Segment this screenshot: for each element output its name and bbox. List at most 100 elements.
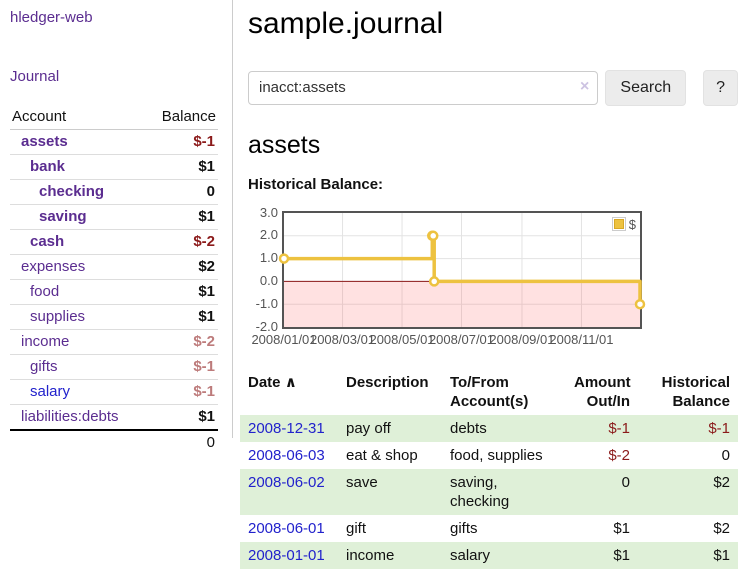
register-date-link[interactable]: 2008-12-31 — [248, 419, 325, 437]
accounts-body: assets $-1 bank $1 checking 0 saving $1 cash $-2 e… — [10, 129, 218, 431]
register-balance: 0 — [721, 446, 730, 464]
app-title-link[interactable]: hledger-web — [10, 9, 93, 26]
y-axis-tick-label: 2.0 — [259, 227, 278, 243]
sidebar-account-saving[interactable]: saving — [39, 208, 87, 225]
register-account-name: food, — [450, 446, 484, 464]
sort-ascending-icon: ∧ — [284, 373, 297, 391]
accounts-col-account: Account — [10, 105, 147, 130]
register-description: income — [346, 546, 395, 564]
register-account-name: supplies — [487, 446, 543, 464]
account-row: bank $1 — [10, 154, 218, 180]
sidebar-item-journal[interactable]: Journal — [10, 68, 60, 85]
account-row: supplies $1 — [10, 304, 218, 330]
register-row: 2008-12-31 pay off debts $-1 $-1 — [240, 414, 738, 442]
account-row: checking 0 — [10, 179, 218, 205]
negative-region — [284, 280, 640, 327]
account-row: salary $-1 — [10, 379, 218, 405]
register-amount: 0 — [621, 473, 630, 491]
sidebar-account-bank[interactable]: bank — [30, 158, 66, 175]
page-title: sample.journal — [248, 7, 444, 40]
col-header-tofrom: To/From Account(s) — [450, 373, 529, 410]
register-table: Date ∧ Description To/From Account(s) Am… — [240, 369, 738, 569]
sidebar-account-checking[interactable]: checking — [39, 183, 105, 200]
account-balance: $1 — [146, 204, 218, 230]
register-accounts: saving, checking — [442, 469, 566, 515]
account-row: expenses $2 — [10, 254, 218, 280]
register-header-row: Date ∧ Description To/From Account(s) Am… — [240, 369, 738, 415]
register-amount: $-1 — [608, 419, 630, 437]
main-content: sample.journal × Search ? assets Histori… — [233, 0, 742, 582]
chart-legend: $ — [609, 215, 638, 233]
data-point-marker — [278, 252, 290, 264]
account-row: food $1 — [10, 279, 218, 305]
legend-swatch-icon — [611, 217, 626, 231]
account-balance: $1 — [146, 279, 218, 305]
account-page-title: assets — [248, 130, 321, 159]
register-balance: $-1 — [708, 419, 730, 437]
register-date-link[interactable]: 2008-06-03 — [248, 446, 325, 464]
register-date-link[interactable]: 2008-06-01 — [248, 519, 325, 537]
col-header-date[interactable]: Date ∧ — [240, 369, 338, 415]
account-row: assets $-1 — [10, 129, 218, 155]
register-amount: $1 — [613, 546, 630, 564]
sidebar-account-supplies[interactable]: supplies — [30, 308, 86, 325]
account-row: income $-2 — [10, 329, 218, 355]
x-axis-tick-label: 2008/07/01 — [428, 331, 495, 347]
accounts-header-row: Account Balance — [10, 105, 218, 130]
register-accounts: food, supplies — [442, 442, 566, 469]
register-balance: $2 — [713, 473, 730, 491]
accounts-total-value: 0 — [146, 429, 218, 455]
search-button[interactable]: Search — [605, 69, 687, 106]
register-accounts: debts — [442, 415, 566, 442]
account-balance: $-1 — [146, 379, 218, 405]
account-balance: 0 — [146, 179, 218, 205]
register-description: gift — [346, 519, 367, 537]
col-header-balance: Historical Balance — [661, 373, 730, 410]
account-balance: $2 — [146, 254, 218, 280]
y-axis-tick-label: -1.0 — [255, 295, 278, 311]
data-point-marker — [427, 230, 439, 241]
register-date-link[interactable]: 2008-01-01 — [248, 546, 325, 564]
x-axis-tick-label: 2008/09/01 — [489, 331, 555, 347]
data-point-marker — [634, 298, 646, 309]
y-axis-tick-label: -2.0 — [255, 318, 278, 334]
x-axis-tick-label: 2008/01/01 — [251, 331, 317, 347]
register-accounts: gifts — [442, 515, 566, 542]
col-header-description: Description — [346, 373, 429, 391]
sidebar-account-assets[interactable]: assets — [21, 133, 68, 150]
register-balance: $1 — [713, 546, 730, 564]
register-account-name: gifts — [450, 519, 478, 537]
sidebar-account-food[interactable]: food — [30, 283, 60, 300]
sidebar-account-liabilities-debts[interactable]: liabilities:debts — [21, 408, 119, 425]
account-balance: $1 — [146, 154, 218, 180]
register-accounts: salary — [442, 542, 566, 569]
register-description: save — [346, 473, 378, 491]
chart-plot-area: $ — [278, 210, 646, 329]
accounts-col-balance: Balance — [146, 105, 218, 130]
register-body: 2008-12-31 pay off debts $-1 $-1 2008-06-03 ea… — [240, 414, 738, 569]
account-balance: $-1 — [146, 354, 218, 380]
register-amount: $1 — [613, 519, 630, 537]
register-account-name: saving, — [450, 473, 498, 491]
register-row: 2008-01-01 income salary $1 $1 — [240, 541, 738, 569]
register-date-link[interactable]: 2008-06-02 — [248, 473, 325, 491]
sidebar-account-expenses[interactable]: expenses — [21, 258, 86, 275]
account-row: liabilities:debts $1 — [10, 404, 218, 431]
register-description: eat & shop — [346, 446, 418, 464]
clear-search-icon[interactable]: × — [580, 77, 590, 95]
x-axis-tick-label: 2008/05/01 — [369, 331, 435, 347]
sidebar-account-salary[interactable]: salary — [30, 383, 71, 400]
historical-balance-chart: $ 3.0 2.0 1.0 0.0 -1.0 -2.0 2008/01/01 2008/03/… — [248, 203, 648, 349]
search-input[interactable] — [248, 70, 599, 105]
register-description: pay off — [346, 419, 391, 437]
sidebar-account-gifts[interactable]: gifts — [30, 358, 58, 375]
sidebar-account-income[interactable]: income — [21, 333, 70, 350]
y-axis-tick-label: 1.0 — [259, 250, 278, 266]
register-row: 2008-06-02 save saving, checking 0 $2 — [240, 468, 738, 515]
sidebar-account-cash[interactable]: cash — [30, 233, 65, 250]
register-account-name: debts — [450, 419, 487, 437]
help-button[interactable]: ? — [703, 69, 738, 106]
register-account-name: checking — [450, 492, 510, 510]
y-axis-tick-label: 3.0 — [259, 204, 278, 220]
register-row: 2008-06-03 eat & shop food, supplies $-2 0 — [240, 442, 738, 469]
